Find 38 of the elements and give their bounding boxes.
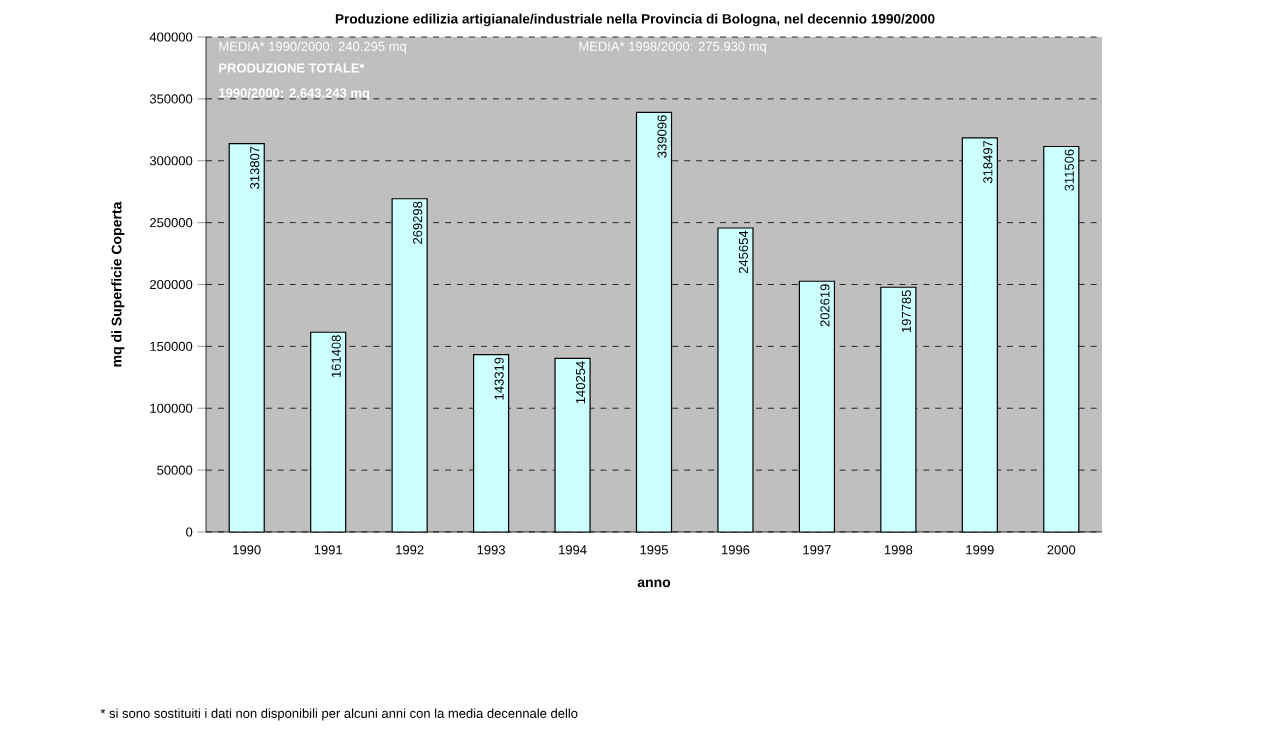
annotation: MEDIA* 1998/2000: 275.930 mq (579, 41, 766, 54)
data-label: 313807 (250, 146, 260, 189)
y-axis-title: mq di Superficie Coperta (111, 201, 125, 367)
x-tick-label: 1995 (640, 545, 668, 555)
data-label: 143319 (494, 357, 504, 400)
data-label: 140254 (575, 361, 586, 404)
text: * si sono sostituiti i dati non disponibili per alcuni anni con la media decennale dello (100, 708, 578, 721)
data-label: 202619 (820, 284, 830, 327)
y-tick-label: 350000 (149, 94, 193, 104)
data-label: 318497 (983, 140, 993, 184)
data-label: 197785 (901, 290, 911, 333)
x-tick-label: 1998 (884, 545, 913, 555)
data-label: 339096 (657, 115, 667, 158)
y-tick-label: 400000 (149, 32, 193, 42)
y-tick-label: 0 (186, 527, 193, 537)
x-tick-label: 1997 (803, 545, 831, 555)
data-label: 161408 (331, 335, 341, 378)
chart-title: Produzione edilizia artigianale/industriale nella Provincia di Bologna, nel decennio 1990/2000 (335, 13, 935, 27)
annotation: PRODUZIONE TOTALE* 1990/2000: 2.643.243 mq (219, 63, 370, 101)
y-tick-label: 200000 (150, 279, 193, 290)
y-tick-label: 100000 (150, 403, 193, 413)
x-tick-label: 1999 (966, 545, 994, 555)
y-tick-label: 300000 (149, 156, 193, 166)
x-tick-label: 1996 (722, 545, 750, 555)
x-tick-label: 1991 (314, 545, 342, 555)
data-label: 269298 (413, 201, 423, 244)
x-tick-label: 2000 (1047, 545, 1076, 555)
x-tick-label: 1990 (233, 545, 261, 555)
x-axis-title: anno (637, 579, 671, 588)
data-label: 245654 (738, 230, 749, 274)
y-tick-label: 250000 (150, 218, 193, 228)
x-tick-label: 1994 (559, 545, 587, 555)
x-tick-label: 1992 (396, 545, 424, 555)
y-tick-label: 50000 (157, 465, 193, 475)
data-label: 311506 (1064, 149, 1074, 191)
x-tick-label: 1993 (477, 545, 505, 555)
annotation: MEDIA* 1990/2000: 240.295 mq (219, 41, 406, 54)
y-tick-label: 150000 (150, 341, 193, 351)
